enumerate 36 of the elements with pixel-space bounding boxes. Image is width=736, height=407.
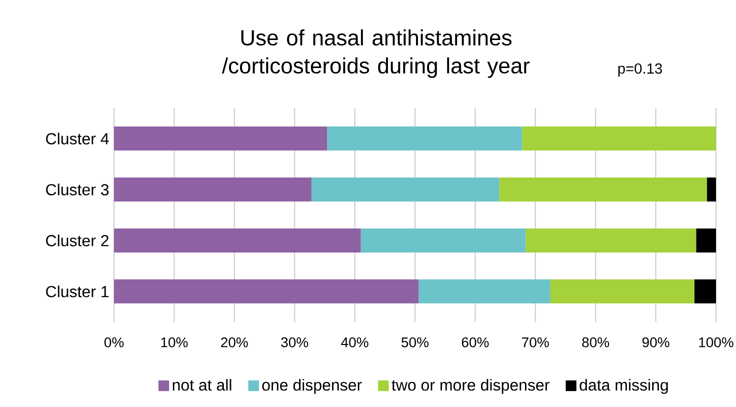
- bar: [526, 228, 696, 252]
- x-tick-label: 50%: [402, 337, 428, 348]
- bar: [114, 228, 361, 252]
- text: p=0.13: [618, 63, 662, 77]
- bar: [418, 279, 550, 304]
- y-tick-label: Cluster 3: [46, 184, 109, 196]
- bar: [114, 178, 312, 202]
- bar: [499, 178, 707, 202]
- x-tick-label: 30%: [281, 337, 308, 348]
- x-tick-label: 70%: [522, 337, 549, 348]
- bar: [696, 228, 716, 252]
- bar: [522, 126, 716, 151]
- bar: [550, 279, 694, 304]
- bar: [694, 279, 716, 304]
- legend-label: data missing: [580, 378, 668, 394]
- bar: [114, 126, 328, 151]
- bar: [311, 178, 500, 202]
- x-tick-label: 100%: [699, 337, 734, 348]
- y-tick-label: Cluster 2: [46, 234, 108, 246]
- legend-label: one dispenser: [262, 378, 362, 394]
- bar: [706, 178, 716, 202]
- x-tick-label: 80%: [582, 337, 610, 348]
- bar: [327, 126, 522, 151]
- legend-label: not at all: [172, 378, 232, 391]
- x-tick-label: 60%: [462, 337, 489, 348]
- x-tick-label: 0%: [104, 337, 124, 348]
- legend-label: two or more dispenser: [392, 378, 550, 394]
- x-tick-label: 20%: [221, 337, 248, 348]
- y-tick-label: Cluster 1: [46, 286, 108, 298]
- x-tick-label: 40%: [341, 337, 368, 348]
- y-tick-label: Cluster 4: [46, 132, 109, 144]
- x-tick-label: 10%: [161, 337, 188, 348]
- chart-title: Use of nasal antihistamines /corticosteroids during last year: [222, 29, 530, 78]
- x-tick-label: 90%: [642, 337, 670, 348]
- bar: [360, 228, 526, 252]
- bar: [114, 279, 419, 304]
